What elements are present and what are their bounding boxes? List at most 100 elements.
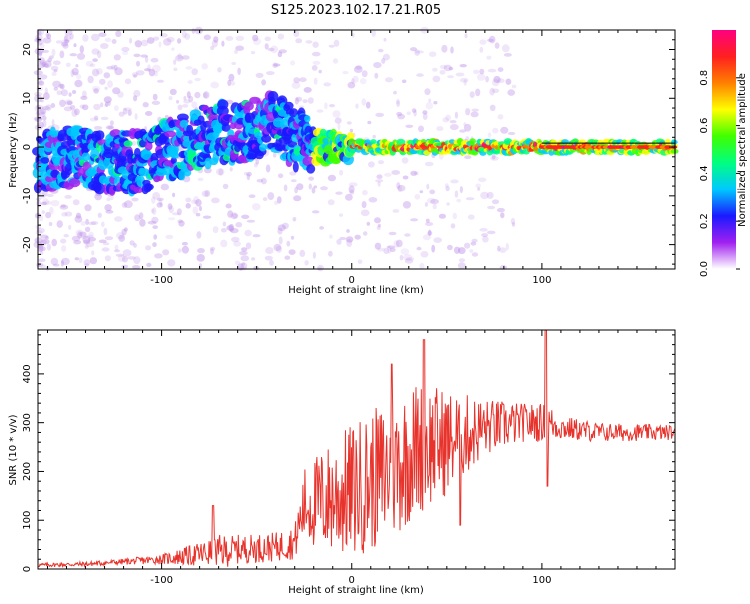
noise-blob <box>414 193 421 200</box>
noise-blob <box>410 170 418 176</box>
noise-blob <box>91 48 100 55</box>
noise-blob <box>374 72 379 79</box>
noise-blob <box>467 214 475 220</box>
noise-blob <box>283 184 288 192</box>
noise-blob <box>246 219 256 223</box>
noise-blob <box>40 201 47 206</box>
noise-blob <box>36 199 41 208</box>
noise-blob <box>386 245 396 249</box>
ridge-blob <box>302 156 315 167</box>
noise-blob <box>329 234 333 239</box>
noise-blob <box>328 44 335 48</box>
noise-blob <box>41 49 49 54</box>
noise-blob <box>41 210 46 215</box>
noise-blob <box>61 212 68 217</box>
noise-blob <box>154 70 159 77</box>
noise-blob <box>133 243 137 248</box>
noise-blob <box>383 247 390 255</box>
noise-blob <box>493 75 501 84</box>
noise-blob <box>473 69 480 75</box>
noise-blob <box>252 234 261 238</box>
noise-blob <box>91 85 101 92</box>
noise-blob <box>38 79 43 85</box>
noise-blob <box>481 233 488 238</box>
noise-blob <box>372 134 376 139</box>
noise-blob <box>102 242 110 246</box>
noise-blob <box>377 223 381 228</box>
ridge-blob <box>288 108 299 118</box>
y-tick-label: 0 <box>22 144 33 150</box>
noise-blob <box>45 235 49 240</box>
snr-marks <box>37 329 676 569</box>
noise-blob <box>195 213 201 217</box>
noise-blob <box>51 71 57 76</box>
ridge-blob <box>189 109 202 120</box>
noise-blob <box>73 240 82 245</box>
noise-blob <box>38 112 46 118</box>
noise-blob <box>248 194 256 198</box>
noise-blob <box>202 91 210 99</box>
noise-blob <box>505 243 509 251</box>
noise-blob <box>93 126 103 130</box>
noise-blob <box>181 30 187 39</box>
noise-blob <box>38 57 45 64</box>
noise-blob <box>160 201 163 208</box>
noise-blob <box>359 78 367 85</box>
noise-blob <box>295 96 303 102</box>
noise-blob <box>240 262 248 269</box>
noise-blob <box>375 179 384 183</box>
ridge-blob <box>164 130 177 138</box>
noise-blob <box>414 49 420 56</box>
noise-blob <box>196 231 202 239</box>
noise-blob <box>178 220 185 227</box>
noise-blob <box>246 171 252 177</box>
noise-blob <box>317 264 324 272</box>
noise-blob <box>220 227 227 233</box>
ridge-blob <box>370 139 377 145</box>
noise-blob <box>479 228 488 232</box>
x-tick-label: 0 <box>349 275 355 286</box>
noise-blob <box>61 39 70 45</box>
noise-blob <box>261 79 266 86</box>
noise-blob <box>439 64 447 70</box>
noise-blob <box>235 35 245 41</box>
noise-blob <box>339 169 344 176</box>
noise-blob <box>109 120 114 126</box>
noise-blob <box>39 246 46 252</box>
noise-blob <box>447 75 454 79</box>
noise-blob <box>400 248 410 255</box>
noise-blob <box>454 190 459 198</box>
noise-blob <box>74 257 80 261</box>
noise-blob <box>365 101 371 109</box>
noise-blob <box>424 88 431 96</box>
ridge-blob <box>292 161 299 173</box>
noise-blob <box>281 222 289 229</box>
noise-blob <box>63 106 73 112</box>
noise-blob <box>381 58 386 64</box>
noise-blob <box>368 161 375 168</box>
noise-blob <box>487 205 496 210</box>
noise-blob <box>121 46 130 52</box>
noise-blob <box>424 161 434 167</box>
noise-blob <box>262 197 268 202</box>
noise-blob <box>225 36 234 41</box>
noise-blob <box>104 204 112 212</box>
noise-blob <box>277 227 283 235</box>
noise-blob <box>52 80 61 88</box>
noise-blob <box>169 88 177 96</box>
noise-blob <box>328 250 333 257</box>
noise-blob <box>361 201 367 209</box>
noise-blob <box>103 72 111 79</box>
noise-blob <box>339 213 343 217</box>
noise-blob <box>353 65 363 73</box>
noise-blob <box>491 153 496 160</box>
noise-blob <box>491 199 500 205</box>
noise-blob <box>349 189 355 195</box>
noise-blob <box>251 257 256 261</box>
noise-blob <box>304 260 309 266</box>
noise-blob <box>89 257 97 265</box>
noise-blob <box>76 74 82 80</box>
noise-blob <box>497 67 504 72</box>
noise-blob <box>424 202 428 207</box>
